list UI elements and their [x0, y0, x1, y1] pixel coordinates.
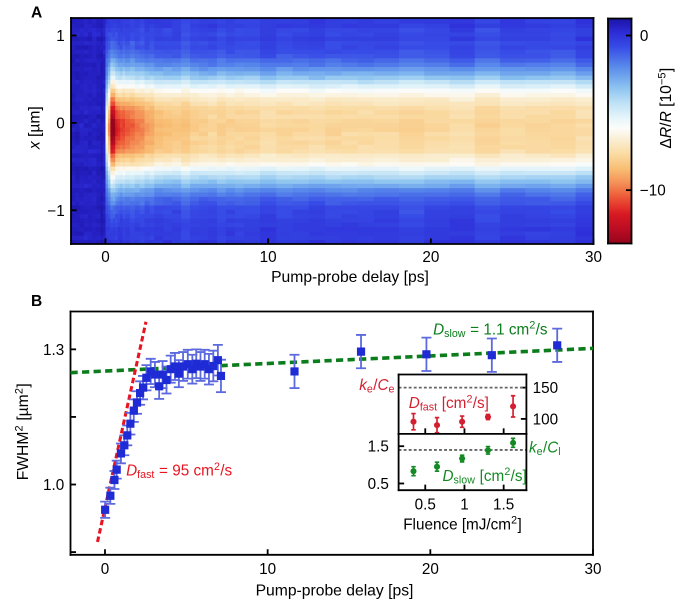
svg-text:D f a s: D f a s t 2 = 9 5 c m / s [126, 450, 232, 483]
svg-text:30: 30 [585, 561, 602, 578]
svg-text:A: A [31, 5, 42, 22]
svg-text:−1: −1 [47, 203, 64, 220]
svg-text:20: 20 [422, 249, 439, 266]
svg-text:0: 0 [101, 249, 110, 266]
svg-text:D f a s: D f a s t 2 [ c m / s ] [409, 382, 491, 415]
svg-text:1.3: 1.3 [43, 342, 64, 359]
svg-text:B: B [31, 293, 42, 310]
svg-text:10: 10 [259, 561, 276, 578]
svg-text:F W H M: F W H M [ µ m ] 2 2 [2, 377, 33, 480]
svg-text:0: 0 [101, 561, 110, 578]
svg-text:x [ µ: x [ µ m ] [20, 104, 45, 150]
svg-text:1.5: 1.5 [493, 497, 514, 514]
svg-text:30: 30 [585, 249, 602, 266]
svg-text:Pump-probe delay [ps]: Pump-probe delay [ps] [256, 582, 414, 599]
svg-text:F l u e: F l u e n c e [ m J / c m ] 2 [403, 509, 528, 534]
svg-text:D s l o: D s l o w 2 = 1 . 1 c m / s [433, 309, 548, 342]
svg-text:0.5: 0.5 [368, 476, 389, 493]
svg-text:Δ / [ 1: Δ / [ 1 0 ] R R − 5 [646, 62, 677, 149]
svg-text:150: 150 [533, 380, 558, 397]
svg-text:k C e e /: k C e e / [359, 370, 400, 397]
svg-text:20: 20 [422, 561, 439, 578]
svg-text:10: 10 [260, 249, 277, 266]
svg-text:k C e l /: k C e l / [529, 432, 567, 459]
svg-text:1.0: 1.0 [43, 477, 64, 494]
svg-text:0.5: 0.5 [415, 497, 436, 514]
svg-text:0: 0 [640, 28, 649, 45]
svg-text:Pump-probe delay [ps]: Pump-probe delay [ps] [271, 269, 429, 286]
svg-text:1: 1 [460, 497, 469, 514]
svg-text:1: 1 [56, 28, 65, 45]
svg-text:−10: −10 [640, 183, 666, 200]
svg-text:D s l o: D s l o w 2 [ c m / s ] [443, 455, 529, 488]
svg-text:100: 100 [533, 411, 558, 428]
svg-text:0: 0 [56, 115, 65, 132]
svg-text:1.5: 1.5 [368, 439, 389, 456]
